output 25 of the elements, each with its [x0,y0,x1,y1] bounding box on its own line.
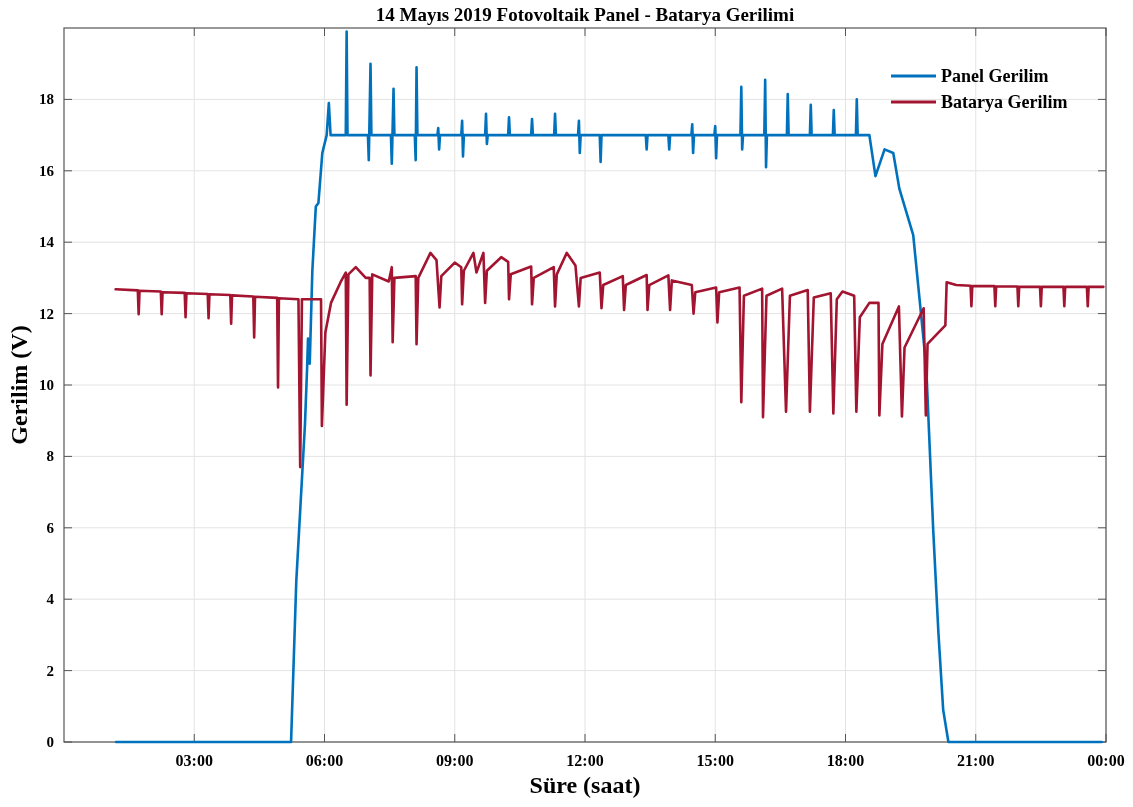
y-tick-label: 8 [46,448,54,465]
x-tick-label: 18:00 [826,752,865,769]
x-tick-label: 00:00 [1087,752,1125,769]
line-series [114,30,1103,744]
y-tick-label: 6 [46,519,55,536]
x-tick-label: 15:00 [696,752,734,769]
y-tick-label: 14 [39,234,55,251]
x-tick-label: 03:00 [175,752,213,769]
x-tick-label: 06:00 [305,752,344,769]
y-axis-title: Gerilim (V) [6,325,32,445]
legend-label: Batarya Gerilim [941,92,1068,112]
y-tick-label: 12 [39,305,54,322]
x-axis-title: Süre (saat) [529,772,641,798]
y-tick-label: 2 [46,662,54,679]
y-tick-label: 4 [46,591,55,608]
y-tick-label: 0 [46,734,54,750]
legend-label: Panel Gerilim [941,66,1049,86]
y-tick-label: 10 [39,377,54,393]
line-series [114,251,1105,469]
x-tick-label: 12:00 [566,752,604,769]
x-tick-label: 09:00 [436,752,474,769]
x-tick-label: 21:00 [957,752,995,769]
y-tick-label: 16 [39,162,55,179]
y-tick-label: 18 [39,91,54,108]
chart-title: 14 Mayıs 2019 Fotovoltaik Panel - Batarya Gerilimi [375,4,795,25]
